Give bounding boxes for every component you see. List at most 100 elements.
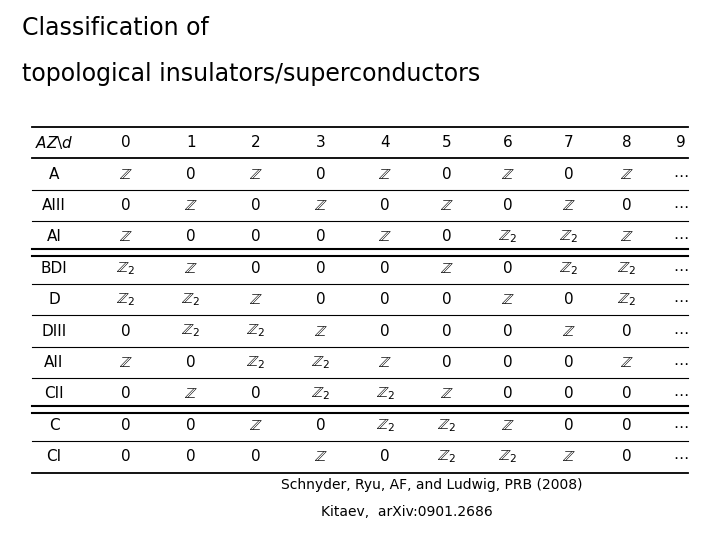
Text: $\mathbb{Z}_2$: $\mathbb{Z}_2$ <box>181 292 200 308</box>
Text: BDI: BDI <box>40 261 68 276</box>
Text: $\mathbb{Z}_2$: $\mathbb{Z}_2$ <box>376 417 395 434</box>
Text: $\mathbb{Z}$: $\mathbb{Z}$ <box>501 166 514 181</box>
Text: 4: 4 <box>380 135 390 150</box>
Text: $\mathbb{Z}$: $\mathbb{Z}$ <box>249 166 262 181</box>
Text: 0: 0 <box>251 198 261 213</box>
Text: 0: 0 <box>251 230 261 245</box>
Text: $\cdots$: $\cdots$ <box>672 261 688 276</box>
Text: 0: 0 <box>441 230 451 245</box>
Text: 3: 3 <box>315 135 325 150</box>
Text: 0: 0 <box>186 230 196 245</box>
Text: $\cdots$: $\cdots$ <box>672 387 688 401</box>
Text: 7: 7 <box>564 135 574 150</box>
Text: $\cdots$: $\cdots$ <box>672 198 688 213</box>
Text: $\mathbb{Z}$: $\mathbb{Z}$ <box>120 230 132 245</box>
Text: 0: 0 <box>315 166 325 181</box>
Text: 1: 1 <box>186 135 196 150</box>
Text: $\mathbb{Z}$: $\mathbb{Z}$ <box>249 418 262 433</box>
Text: $\mathbb{Z}$: $\mathbb{Z}$ <box>501 418 514 433</box>
Text: $\cdots$: $\cdots$ <box>672 418 688 433</box>
Text: 0: 0 <box>380 292 390 307</box>
Text: $\mathbb{Z}$: $\mathbb{Z}$ <box>314 449 327 464</box>
Text: $\mathbb{Z}$: $\mathbb{Z}$ <box>562 449 575 464</box>
Text: 0: 0 <box>380 449 390 464</box>
Text: $\mathbb{Z}$: $\mathbb{Z}$ <box>440 387 453 401</box>
Text: $\mathbb{Z}$: $\mathbb{Z}$ <box>379 230 392 245</box>
Text: $\mathbb{Z}$: $\mathbb{Z}$ <box>562 323 575 339</box>
Text: $\mathbb{Z}$: $\mathbb{Z}$ <box>184 387 197 401</box>
Text: 0: 0 <box>315 261 325 276</box>
Text: 8: 8 <box>621 135 631 150</box>
Text: $\mathbb{Z}$: $\mathbb{Z}$ <box>184 198 197 213</box>
Text: $\cdots$: $\cdots$ <box>672 292 688 307</box>
Text: 9: 9 <box>675 135 685 150</box>
Text: $\mathbb{Z}_2$: $\mathbb{Z}_2$ <box>559 228 578 245</box>
Text: 0: 0 <box>441 323 451 339</box>
Text: CI: CI <box>46 449 62 464</box>
Text: $\mathbb{Z}$: $\mathbb{Z}$ <box>120 355 132 370</box>
Text: $\mathbb{Z}$: $\mathbb{Z}$ <box>620 355 633 370</box>
Text: 0: 0 <box>186 418 196 433</box>
Text: $\mathbb{Z}_2$: $\mathbb{Z}_2$ <box>617 292 636 308</box>
Text: $\mathbb{Z}$: $\mathbb{Z}$ <box>562 198 575 213</box>
Text: 0: 0 <box>121 323 131 339</box>
Text: $\mathbb{Z}$: $\mathbb{Z}$ <box>249 292 262 307</box>
Text: CII: CII <box>44 387 64 401</box>
Text: $\mathbb{Z}_2$: $\mathbb{Z}_2$ <box>246 354 265 371</box>
Text: 0: 0 <box>564 292 574 307</box>
Text: 0: 0 <box>380 323 390 339</box>
Text: $\mathbb{Z}$: $\mathbb{Z}$ <box>379 355 392 370</box>
Text: $\cdots$: $\cdots$ <box>672 323 688 339</box>
Text: $\mathbb{Z}$: $\mathbb{Z}$ <box>314 198 327 213</box>
Text: $\mathbb{Z}$: $\mathbb{Z}$ <box>440 261 453 276</box>
Text: Classification of: Classification of <box>22 16 209 40</box>
Text: 5: 5 <box>441 135 451 150</box>
Text: 0: 0 <box>621 198 631 213</box>
Text: AI: AI <box>47 230 61 245</box>
Text: 0: 0 <box>380 198 390 213</box>
Text: $\mathbb{Z}_2$: $\mathbb{Z}_2$ <box>559 260 578 276</box>
Text: 0: 0 <box>503 261 513 276</box>
Text: 0: 0 <box>121 387 131 401</box>
Text: 0: 0 <box>621 387 631 401</box>
Text: $\mathbb{Z}_2$: $\mathbb{Z}_2$ <box>117 292 135 308</box>
Text: 0: 0 <box>503 323 513 339</box>
Text: $\mathbb{Z}_2$: $\mathbb{Z}_2$ <box>498 448 517 465</box>
Text: 0: 0 <box>186 355 196 370</box>
Text: 0: 0 <box>503 355 513 370</box>
Text: $\mathbb{Z}$: $\mathbb{Z}$ <box>620 166 633 181</box>
Text: 0: 0 <box>186 166 196 181</box>
Text: DIII: DIII <box>41 323 67 339</box>
Text: 0: 0 <box>564 418 574 433</box>
Text: 0: 0 <box>315 230 325 245</box>
Text: A: A <box>49 166 59 181</box>
Text: $\mathbb{Z}$: $\mathbb{Z}$ <box>120 166 132 181</box>
Text: $\mathbb{Z}_2$: $\mathbb{Z}_2$ <box>437 417 456 434</box>
Text: 0: 0 <box>564 166 574 181</box>
Text: 0: 0 <box>621 449 631 464</box>
Text: $AZ\backslash d$: $AZ\backslash d$ <box>35 134 73 151</box>
Text: $\mathbb{Z}_2$: $\mathbb{Z}_2$ <box>246 323 265 340</box>
Text: 0: 0 <box>251 387 261 401</box>
Text: 0: 0 <box>121 135 131 150</box>
Text: 0: 0 <box>441 355 451 370</box>
Text: $\mathbb{Z}_2$: $\mathbb{Z}_2$ <box>437 448 456 465</box>
Text: 0: 0 <box>564 387 574 401</box>
Text: 0: 0 <box>315 292 325 307</box>
Text: 0: 0 <box>621 418 631 433</box>
Text: $\cdots$: $\cdots$ <box>672 449 688 464</box>
Text: 6: 6 <box>503 135 513 150</box>
Text: $\mathbb{Z}_2$: $\mathbb{Z}_2$ <box>117 260 135 276</box>
Text: 2: 2 <box>251 135 261 150</box>
Text: 0: 0 <box>441 292 451 307</box>
Text: Kitaev,  arXiv:0901.2686: Kitaev, arXiv:0901.2686 <box>321 505 492 519</box>
Text: $\mathbb{Z}$: $\mathbb{Z}$ <box>184 261 197 276</box>
Text: 0: 0 <box>186 449 196 464</box>
Text: $\mathbb{Z}_2$: $\mathbb{Z}_2$ <box>311 386 330 402</box>
Text: $\mathbb{Z}_2$: $\mathbb{Z}_2$ <box>181 323 200 340</box>
Text: 0: 0 <box>441 166 451 181</box>
Text: $\cdots$: $\cdots$ <box>672 230 688 245</box>
Text: $\mathbb{Z}$: $\mathbb{Z}$ <box>620 230 633 245</box>
Text: $\mathbb{Z}$: $\mathbb{Z}$ <box>501 292 514 307</box>
Text: AII: AII <box>45 355 63 370</box>
